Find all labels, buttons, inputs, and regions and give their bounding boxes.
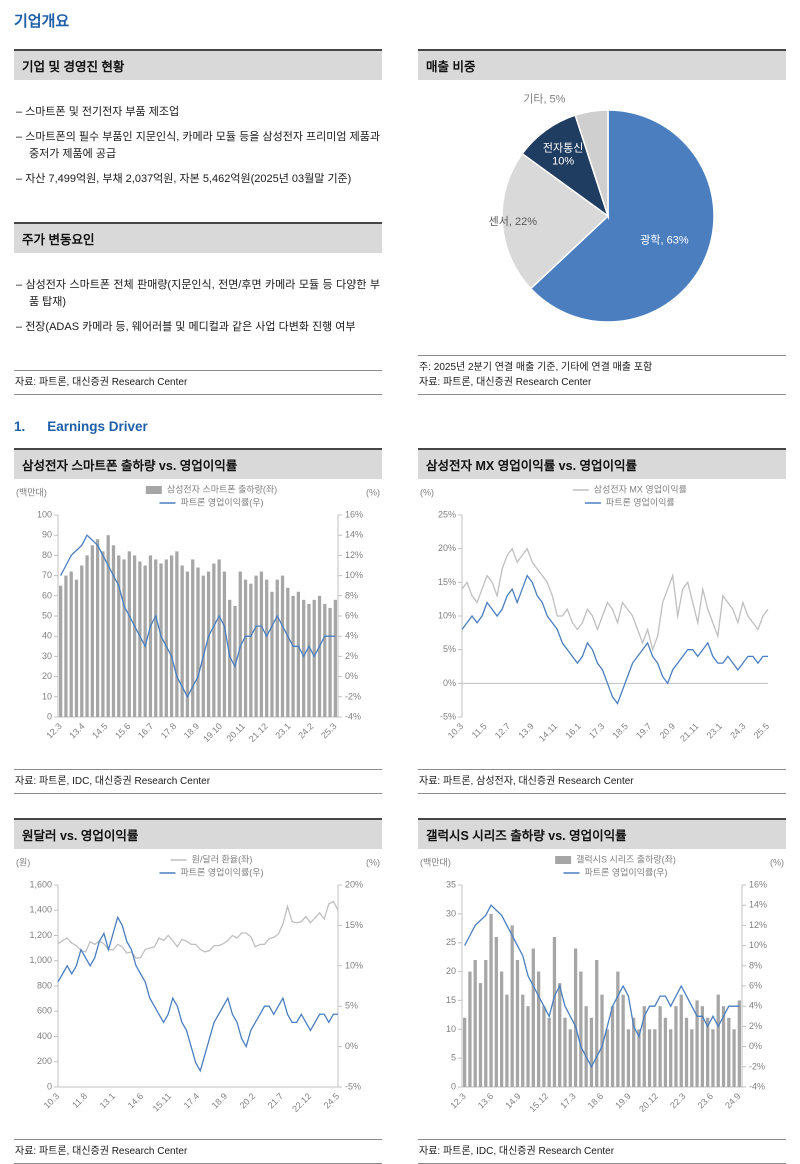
- source-text: 자료: 파트론, IDC, 대신증권 Research Center: [15, 776, 211, 788]
- revenue-mix-header: 매출 비중: [418, 49, 786, 80]
- bullet-text: 스마트폰의 필수 부품인 지문인식, 카메라 모듈 등을 삼성전자 프리미엄 제…: [25, 131, 380, 161]
- mx-margin-chart: [418, 479, 786, 766]
- bullet-dash: –: [16, 131, 26, 144]
- company-overview-panel: 기업 및 경영진 현황 – 스마트폰 및 전기전자 부품 제조업 – 스마트폰의…: [14, 49, 382, 396]
- galaxy-s-panel: 갤럭시S 시리즈 출하량 vs. 영업이익률 자료: 파트론, IDC, 대신증…: [418, 818, 786, 1164]
- bullet-dash: –: [16, 106, 26, 118]
- bullet-text: 자산 7,499억원, 부채 2,037억원, 자본 5,462억원(2025년…: [25, 173, 352, 186]
- chart-title: 삼성전자 MX 영업이익률 vs. 영업이익률: [418, 448, 786, 480]
- page-title: 기업개요: [14, 13, 70, 30]
- mx-margin-panel: 삼성전자 MX 영업이익률 vs. 영업이익률 자료: 파트론, 삼성전자, 대…: [418, 448, 786, 795]
- footnote-text: 주: 2025년 2분기 연결 매출 기준, 기타에 연결 매출 포함: [419, 362, 653, 374]
- source-note: 자료: 파트론, IDC, 대신증권 Research Center: [14, 769, 382, 795]
- samsung-shipments-chart: [14, 479, 382, 766]
- source-note: 자료: 파트론, 대신증권 Research Center: [14, 1139, 382, 1164]
- galaxy-s-chart: [418, 849, 786, 1136]
- source-text: 자료: 파트론, 대신증권 Research Center: [15, 377, 188, 389]
- source-text: 자료: 파트론, 대신증권 Research Center: [15, 1146, 188, 1158]
- section-number: 1.: [14, 419, 26, 435]
- bullet-item: – 전장(ADAS 카메라 등, 웨어러블 및 메디컬과 같은 사업 다변화 진…: [16, 319, 380, 336]
- chart-title: 삼성전자 스마트폰 출하량 vs. 영업이익률: [14, 448, 382, 480]
- source-note: 자료: 파트론, 삼성전자, 대신증권 Research Center: [418, 769, 786, 795]
- bullet-text: 전장(ADAS 카메라 등, 웨어러블 및 메디컬과 같은 사업 다변화 진행 …: [25, 321, 356, 334]
- bullet-dash: –: [16, 279, 26, 292]
- bullet-item: – 스마트폰 및 전기전자 부품 제조업: [16, 104, 380, 121]
- charts-row-2: 원달러 vs. 영업이익률 자료: 파트론, 대신증권 Research Cen…: [14, 818, 786, 1164]
- bullet-dash: –: [16, 321, 26, 334]
- usdkrw-panel: 원달러 vs. 영업이익률 자료: 파트론, 대신증권 Research Cen…: [14, 818, 382, 1164]
- source-note: 주: 2025년 2분기 연결 매출 기준, 기타에 연결 매출 포함 자료: …: [418, 355, 786, 396]
- bullet-text: 스마트폰 및 전기전자 부품 제조업: [25, 106, 180, 118]
- source-text: 자료: 파트론, 대신증권 Research Center: [419, 377, 592, 389]
- source-text: 자료: 파트론, IDC, 대신증권 Research Center: [419, 1146, 615, 1158]
- source-text: 자료: 파트론, 삼성전자, 대신증권 Research Center: [419, 776, 634, 788]
- earnings-driver-heading: 1. Earnings Driver: [14, 419, 786, 434]
- samsung-shipments-panel: 삼성전자 스마트폰 출하량 vs. 영업이익률 자료: 파트론, IDC, 대신…: [14, 448, 382, 795]
- stock-drivers-header: 주가 변동요인: [14, 222, 382, 254]
- usdkrw-chart: [14, 849, 382, 1136]
- stock-drivers-bullet-list: – 삼성전자 스마트폰 전체 판매량(지문인식, 전면/후면 카메라 모듈 등 …: [16, 277, 380, 344]
- section-label: Earnings Driver: [47, 419, 148, 435]
- source-note: 자료: 파트론, 대신증권 Research Center: [14, 370, 382, 396]
- bullet-text: 삼성전자 스마트폰 전체 판매량(지문인식, 전면/후면 카메라 모듈 등 다양…: [25, 279, 380, 309]
- company-status-header: 기업 및 경영진 현황: [14, 49, 382, 80]
- bullet-item: – 삼성전자 스마트폰 전체 판매량(지문인식, 전면/후면 카메라 모듈 등 …: [16, 277, 380, 311]
- chart-title: 원달러 vs. 영업이익률: [14, 818, 382, 850]
- chart-title: 갤럭시S 시리즈 출하량 vs. 영업이익률: [418, 818, 786, 850]
- revenue-pie-chart: [418, 80, 786, 346]
- bullet-dash: –: [16, 173, 26, 186]
- revenue-mix-panel: 매출 비중 주: 2025년 2분기 연결 매출 기준, 기타에 연결 매출 포…: [418, 49, 786, 396]
- bullet-item: – 자산 7,499억원, 부채 2,037억원, 자본 5,462억원(202…: [16, 171, 380, 188]
- source-note: 자료: 파트론, IDC, 대신증권 Research Center: [418, 1139, 786, 1164]
- overview-row: 기업 및 경영진 현황 – 스마트폰 및 전기전자 부품 제조업 – 스마트폰의…: [14, 49, 786, 396]
- charts-row-1: 삼성전자 스마트폰 출하량 vs. 영업이익률 자료: 파트론, IDC, 대신…: [14, 448, 786, 795]
- bullet-item: – 스마트폰의 필수 부품인 지문인식, 카메라 모듈 등을 삼성전자 프리미엄…: [16, 129, 380, 163]
- company-bullet-list: – 스마트폰 및 전기전자 부품 제조업 – 스마트폰의 필수 부품인 지문인식…: [16, 104, 380, 196]
